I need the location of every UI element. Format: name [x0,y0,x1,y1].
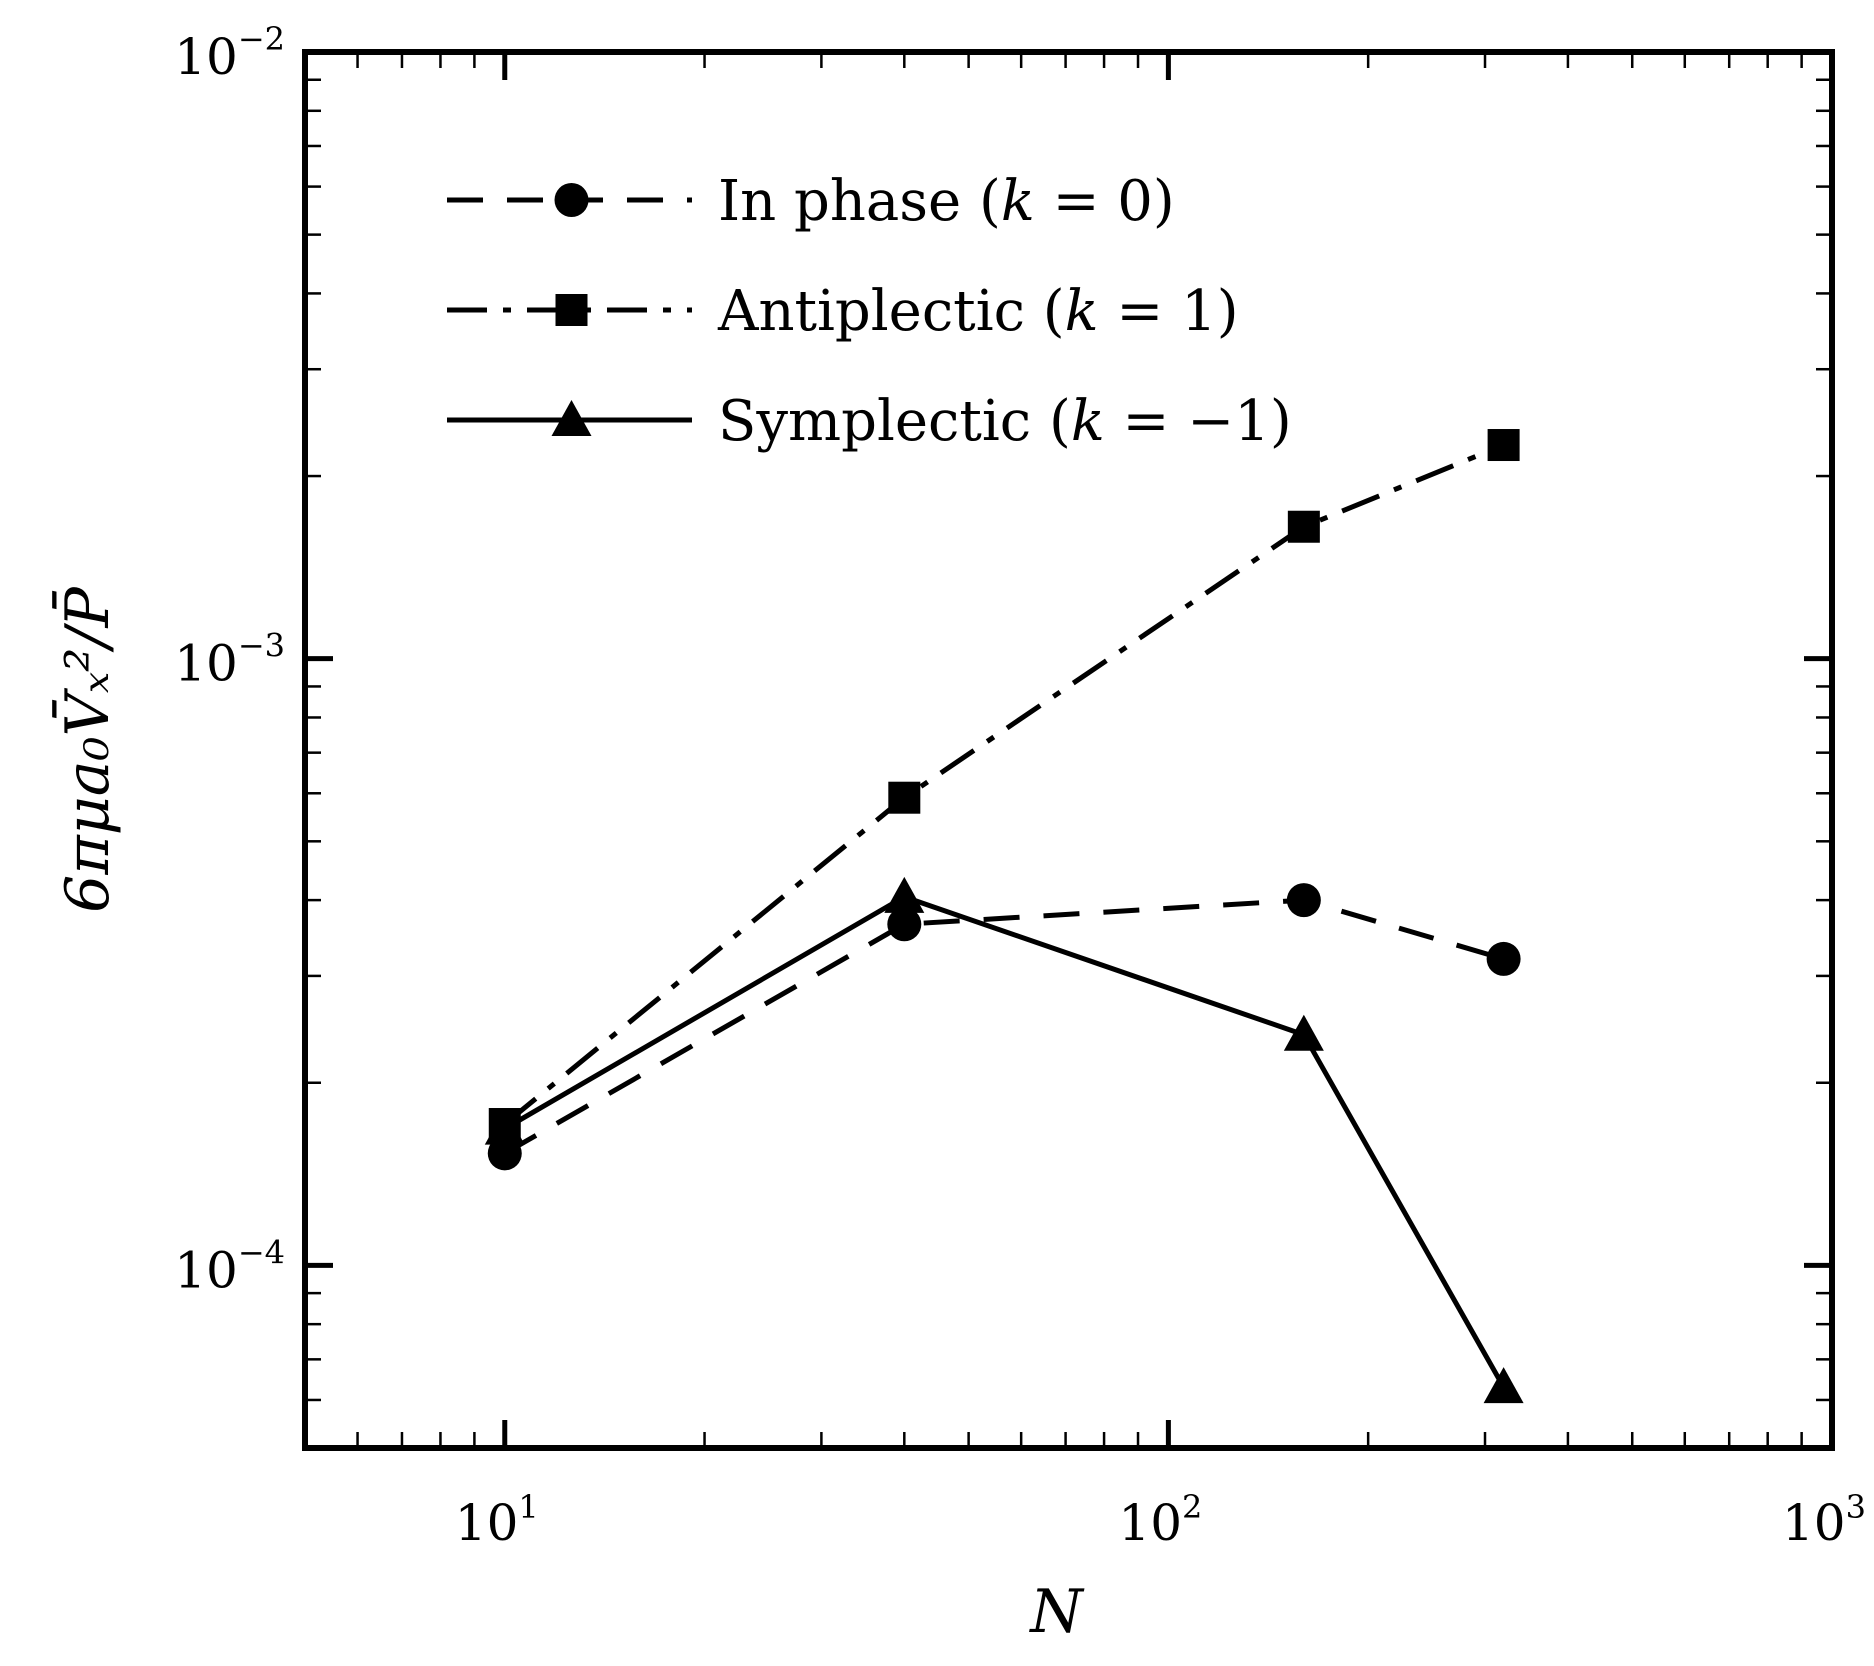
series-triangle [484,876,1524,1404]
x-axis-title: N [1028,1577,1085,1647]
data-point [887,907,922,942]
x-tick-label: 101 [455,1488,539,1552]
ticks-layer [303,49,1835,1450]
data-point [484,1108,525,1145]
plot-frame [302,49,1835,1451]
data-point [1283,1014,1324,1051]
series-line [503,897,1505,1156]
data-point [487,1136,522,1171]
y-tick-label: 10−2 [174,20,285,86]
data-point [1483,1367,1524,1404]
data-point [1286,883,1321,918]
data-point [888,781,921,814]
x-tick-label: 102 [1118,1488,1202,1552]
series-line [503,442,1505,1126]
labels-layer: 101 102 103 10−4 10−3 10−2 [174,20,1866,1552]
data-point [1486,941,1521,976]
data-point [1487,429,1520,462]
legend-label: Antiplectic (k = 1) [717,279,1239,344]
legend-marker [554,183,589,217]
legend-label: In phase (k = 0) [718,169,1175,234]
series-layer [484,429,1524,1404]
series-circle [487,883,1521,1171]
series-square [488,429,1520,1141]
legend: In phase (k = 0) Antiplectic (k = 1) Sympl… [447,169,1292,454]
y-axis-title: 6πμa₀V̄ₓ²/P̄ [52,586,123,913]
legend-label: Symplectic (k = −1) [718,389,1292,454]
data-point [884,876,925,913]
y-tick-label: 10−3 [174,627,285,693]
data-point [1287,510,1320,543]
y-tick-label: 10−4 [174,1233,285,1299]
x-tick-label: 103 [1782,1488,1866,1552]
series-line [503,894,1506,1389]
legend-marker [551,400,592,436]
legend-marker [555,294,588,326]
